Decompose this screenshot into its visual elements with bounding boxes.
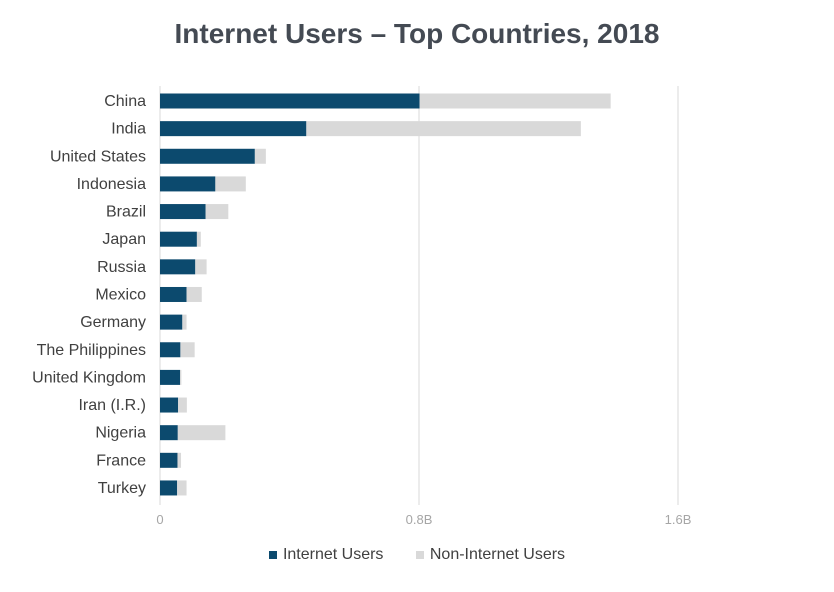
bar-non-internet-users [177, 425, 226, 441]
category-label: Japan [102, 231, 146, 248]
bar-internet-users [160, 148, 255, 164]
legend-label-non-internet-users: Non-Internet Users [429, 546, 566, 563]
bar-non-internet-users [177, 452, 182, 468]
category-label: Russia [97, 259, 146, 276]
bar-non-internet-users [177, 480, 187, 496]
bar-non-internet-users [254, 148, 266, 164]
x-tick-label: 0.8B [406, 512, 433, 527]
legend-label-internet-users: Internet Users [282, 546, 384, 563]
x-tick-label: 1.6B [665, 512, 692, 527]
category-label: Nigeria [95, 425, 146, 442]
bar-non-internet-users [180, 369, 182, 385]
bar-internet-users [160, 369, 181, 385]
bar-non-internet-users [196, 231, 201, 247]
legend-item-non-internet-users: Non-Internet Users [415, 546, 566, 564]
bar-internet-users [160, 286, 187, 302]
bar-internet-users [160, 425, 178, 441]
bar-non-internet-users [186, 286, 202, 302]
category-label: Germany [80, 314, 146, 331]
legend-swatch-internet-users [268, 551, 277, 559]
chart-legend: Internet Users Non-Internet Users [0, 546, 834, 564]
bar-internet-users [160, 259, 196, 275]
bar-non-internet-users [215, 176, 246, 192]
category-label: United Kingdom [32, 369, 146, 386]
bar-internet-users [160, 452, 178, 468]
bar-internet-users [160, 314, 183, 330]
category-label: Iran (I.R.) [78, 397, 146, 414]
bar-non-internet-users [195, 259, 207, 275]
bar-internet-users [160, 480, 178, 496]
category-label: Indonesia [77, 176, 146, 193]
bar-non-internet-users [306, 121, 581, 137]
category-label: United States [50, 148, 146, 165]
bar-internet-users [160, 342, 181, 358]
bar-internet-users [160, 176, 216, 192]
bar-internet-users [160, 397, 179, 413]
legend-item-internet-users: Internet Users [268, 546, 384, 564]
bar-non-internet-users [182, 314, 187, 330]
category-label: France [96, 452, 146, 469]
category-label: Brazil [106, 204, 146, 221]
chart-title: Internet Users – Top Countries, 2018 [174, 18, 660, 49]
bar-internet-users [160, 204, 206, 220]
bar-non-internet-users [205, 204, 229, 220]
bar-internet-users [160, 121, 307, 137]
legend-swatch-non-internet-users [415, 551, 424, 559]
category-label: The Philippines [37, 342, 146, 359]
bar-non-internet-users [178, 397, 187, 413]
bar-internet-users [160, 231, 197, 247]
category-label: Turkey [98, 480, 146, 497]
bar-non-internet-users [180, 342, 195, 358]
bar-non-internet-users [419, 93, 611, 109]
bar-internet-users [160, 93, 420, 109]
category-label: China [104, 93, 146, 110]
category-label: India [111, 121, 146, 138]
category-label: Mexico [95, 286, 146, 303]
x-tick-label: 0 [156, 512, 163, 527]
